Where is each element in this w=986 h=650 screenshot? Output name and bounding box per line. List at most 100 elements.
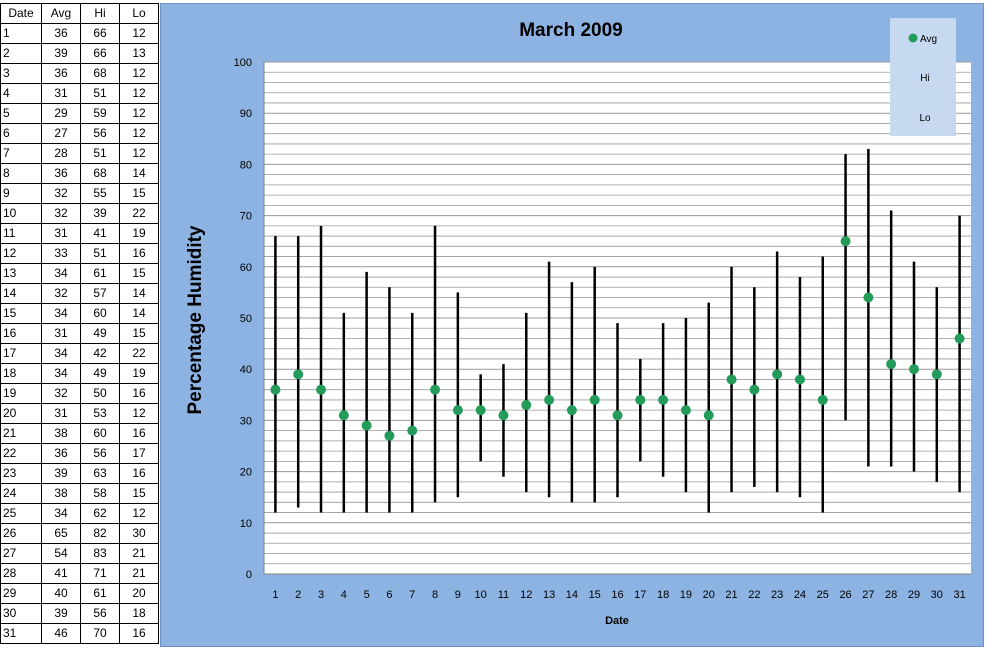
cell-hi[interactable]: 71 [80, 563, 120, 584]
chart-area[interactable]: 0 10 20 30 40 50 60 70 80 90 100 1 2 3 4 5 6 7 8 9 10 11 12 13 1… [160, 3, 984, 647]
column-header-date[interactable]: Date [0, 3, 42, 24]
cell-hi[interactable]: 66 [80, 43, 120, 64]
cell-lo[interactable]: 16 [119, 243, 159, 264]
cell-lo[interactable]: 12 [119, 23, 159, 44]
cell-lo[interactable]: 12 [119, 83, 159, 104]
cell-hi[interactable]: 51 [80, 243, 120, 264]
cell-lo[interactable]: 12 [119, 143, 159, 164]
column-header-avg[interactable]: Avg [41, 3, 81, 24]
cell-date[interactable]: 31 [0, 623, 42, 644]
cell-hi[interactable]: 70 [80, 623, 120, 644]
cell-date[interactable]: 29 [0, 583, 42, 604]
cell-date[interactable]: 19 [0, 383, 42, 404]
cell-hi[interactable]: 62 [80, 503, 120, 524]
cell-lo[interactable]: 14 [119, 283, 159, 304]
cell-hi[interactable]: 60 [80, 303, 120, 324]
cell-avg[interactable]: 29 [41, 103, 81, 124]
cell-lo[interactable]: 22 [119, 343, 159, 364]
cell-lo[interactable]: 17 [119, 443, 159, 464]
cell-avg[interactable]: 36 [41, 63, 81, 84]
cell-avg[interactable]: 39 [41, 603, 81, 624]
cell-hi[interactable]: 53 [80, 403, 120, 424]
cell-date[interactable]: 18 [0, 363, 42, 384]
cell-hi[interactable]: 42 [80, 343, 120, 364]
cell-hi[interactable]: 60 [80, 423, 120, 444]
cell-lo[interactable]: 12 [119, 103, 159, 124]
cell-avg[interactable]: 34 [41, 303, 81, 324]
cell-avg[interactable]: 40 [41, 583, 81, 604]
cell-avg[interactable]: 34 [41, 363, 81, 384]
cell-hi[interactable]: 82 [80, 523, 120, 544]
cell-hi[interactable]: 57 [80, 283, 120, 304]
cell-avg[interactable]: 39 [41, 463, 81, 484]
cell-lo[interactable]: 12 [119, 503, 159, 524]
cell-hi[interactable]: 68 [80, 63, 120, 84]
cell-lo[interactable]: 30 [119, 523, 159, 544]
cell-hi[interactable]: 68 [80, 163, 120, 184]
cell-hi[interactable]: 59 [80, 103, 120, 124]
cell-avg[interactable]: 46 [41, 623, 81, 644]
cell-avg[interactable]: 32 [41, 283, 81, 304]
cell-lo[interactable]: 22 [119, 203, 159, 224]
cell-date[interactable]: 11 [0, 223, 42, 244]
cell-lo[interactable]: 14 [119, 303, 159, 324]
cell-date[interactable]: 28 [0, 563, 42, 584]
cell-date[interactable]: 30 [0, 603, 42, 624]
cell-avg[interactable]: 36 [41, 443, 81, 464]
cell-avg[interactable]: 32 [41, 183, 81, 204]
cell-lo[interactable]: 12 [119, 123, 159, 144]
cell-avg[interactable]: 34 [41, 343, 81, 364]
cell-avg[interactable]: 32 [41, 203, 81, 224]
cell-avg[interactable]: 36 [41, 163, 81, 184]
cell-date[interactable]: 2 [0, 43, 42, 64]
cell-date[interactable]: 20 [0, 403, 42, 424]
cell-hi[interactable]: 61 [80, 263, 120, 284]
cell-lo[interactable]: 15 [119, 483, 159, 504]
cell-lo[interactable]: 15 [119, 263, 159, 284]
cell-date[interactable]: 21 [0, 423, 42, 444]
cell-avg[interactable]: 31 [41, 403, 81, 424]
cell-date[interactable]: 6 [0, 123, 42, 144]
cell-hi[interactable]: 56 [80, 443, 120, 464]
cell-hi[interactable]: 56 [80, 123, 120, 144]
cell-lo[interactable]: 21 [119, 543, 159, 564]
cell-date[interactable]: 24 [0, 483, 42, 504]
cell-date[interactable]: 22 [0, 443, 42, 464]
column-header-lo[interactable]: Lo [119, 3, 159, 24]
cell-lo[interactable]: 19 [119, 223, 159, 244]
cell-lo[interactable]: 20 [119, 583, 159, 604]
cell-hi[interactable]: 51 [80, 143, 120, 164]
cell-date[interactable]: 7 [0, 143, 42, 164]
cell-date[interactable]: 23 [0, 463, 42, 484]
cell-lo[interactable]: 12 [119, 63, 159, 84]
cell-hi[interactable]: 66 [80, 23, 120, 44]
cell-avg[interactable]: 31 [41, 223, 81, 244]
cell-date[interactable]: 14 [0, 283, 42, 304]
cell-avg[interactable]: 39 [41, 43, 81, 64]
cell-date[interactable]: 13 [0, 263, 42, 284]
cell-avg[interactable]: 33 [41, 243, 81, 264]
cell-date[interactable]: 17 [0, 343, 42, 364]
cell-avg[interactable]: 34 [41, 263, 81, 284]
cell-avg[interactable]: 36 [41, 23, 81, 44]
cell-lo[interactable]: 21 [119, 563, 159, 584]
cell-lo[interactable]: 16 [119, 623, 159, 644]
cell-date[interactable]: 4 [0, 83, 42, 104]
cell-hi[interactable]: 55 [80, 183, 120, 204]
cell-lo[interactable]: 15 [119, 183, 159, 204]
cell-date[interactable]: 27 [0, 543, 42, 564]
cell-hi[interactable]: 41 [80, 223, 120, 244]
cell-date[interactable]: 15 [0, 303, 42, 324]
cell-avg[interactable]: 38 [41, 423, 81, 444]
cell-hi[interactable]: 39 [80, 203, 120, 224]
cell-avg[interactable]: 32 [41, 383, 81, 404]
cell-date[interactable]: 9 [0, 183, 42, 204]
cell-lo[interactable]: 14 [119, 163, 159, 184]
cell-hi[interactable]: 51 [80, 83, 120, 104]
cell-hi[interactable]: 56 [80, 603, 120, 624]
cell-lo[interactable]: 13 [119, 43, 159, 64]
cell-date[interactable]: 1 [0, 23, 42, 44]
cell-date[interactable]: 10 [0, 203, 42, 224]
cell-date[interactable]: 26 [0, 523, 42, 544]
cell-date[interactable]: 12 [0, 243, 42, 264]
